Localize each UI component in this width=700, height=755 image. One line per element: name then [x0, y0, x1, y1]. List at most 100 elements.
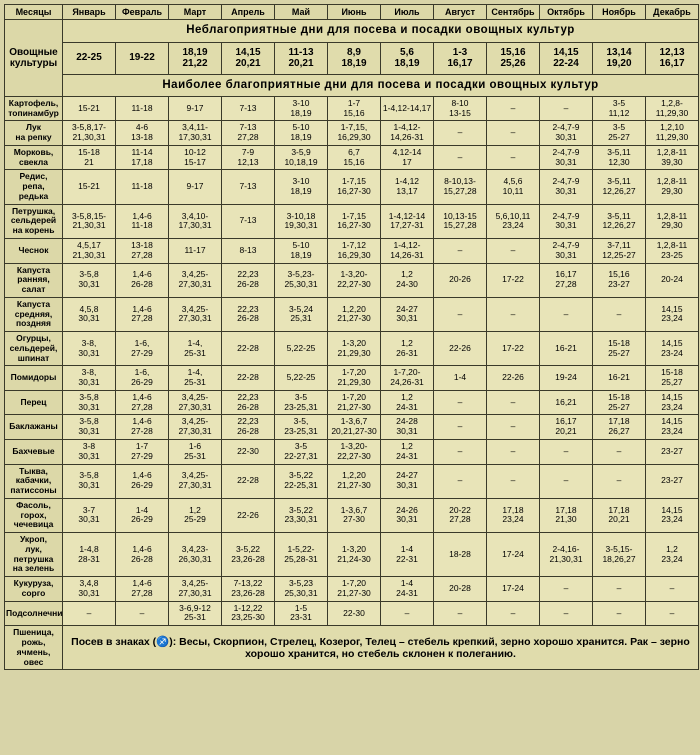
day-cell: 1-424-31 [381, 577, 434, 602]
day-cell: 17-22 [487, 263, 540, 297]
day-cell: 1,4-627,28 [116, 577, 169, 602]
day-cell: 2-4,7-930,31 [540, 238, 593, 263]
day-cell: – [487, 439, 540, 464]
month-header: Сентябрь [487, 5, 540, 20]
unfavorable-day-cell: 13,1419,20 [593, 42, 646, 74]
day-cell: 22-30 [222, 439, 275, 464]
day-cell: 3,4,25-27,30,31 [169, 415, 222, 440]
day-cell: 4,12-1417 [381, 145, 434, 170]
day-cell: 22-28 [222, 366, 275, 391]
unfavorable-day-cell: 12,1316,17 [646, 42, 699, 74]
day-cell: – [434, 390, 487, 415]
day-cell: 22-28 [222, 464, 275, 498]
day-cell: 1-7,1516,27-30 [328, 204, 381, 238]
day-cell: 17-24 [487, 577, 540, 602]
day-cell: 22,2326-28 [222, 415, 275, 440]
day-cell: 15-1825-27 [593, 332, 646, 366]
day-cell: 1-7,1516,27-30 [328, 170, 381, 204]
day-cell: 1,2,8-1123-25 [646, 238, 699, 263]
day-cell: 15-1825,27 [646, 366, 699, 391]
day-cell: 2-4,7-930,31 [540, 170, 593, 204]
day-cell: 3-5,830,31 [63, 263, 116, 297]
crop-name-cell: Кукуруза,сорго [5, 577, 63, 602]
day-cell: 16,1727,28 [540, 263, 593, 297]
day-cell: 23-27 [646, 464, 699, 498]
crop-name-cell: Перец [5, 390, 63, 415]
day-cell: – [434, 439, 487, 464]
month-header: Декабрь [646, 5, 699, 20]
month-header: Январь [63, 5, 116, 20]
day-cell: 3,4,830,31 [63, 577, 116, 602]
day-cell: 1-3,2021,24-30 [328, 533, 381, 577]
day-cell: 3-522-27,31 [275, 439, 328, 464]
day-cell: 1-4,25-31 [169, 366, 222, 391]
day-cell: – [116, 601, 169, 626]
unfavorable-day-cell: 8,918,19 [328, 42, 381, 74]
day-cell: 1-715,16 [328, 96, 381, 121]
day-cell: 17,1821,30 [540, 498, 593, 532]
day-cell: 22-30 [328, 601, 381, 626]
day-cell: 3-6,9-1225-31 [169, 601, 222, 626]
unfavorable-day-cell: 14,1522-24 [540, 42, 593, 74]
crop-name-cell: Баклажаны [5, 415, 63, 440]
crop-name-cell: Морковь,свекла [5, 145, 63, 170]
day-cell: 5-1018,19 [275, 121, 328, 146]
day-cell: 2-4,7-930,31 [540, 204, 593, 238]
day-cell: 9-17 [169, 170, 222, 204]
crop-name-cell: Помидоры [5, 366, 63, 391]
day-cell: 3-5,830,31 [63, 415, 116, 440]
day-cell: 1-727-29 [116, 439, 169, 464]
unfavorable-day-cell: 22-25 [63, 42, 116, 74]
crop-name-cell: Картофель,топинамбур [5, 96, 63, 121]
day-cell: 1,4-627,28 [116, 297, 169, 331]
day-cell: – [487, 415, 540, 440]
unfavorable-day-cell: 1-316,17 [434, 42, 487, 74]
day-cell: 3-5,23-25,31 [275, 415, 328, 440]
day-cell: 17,1826,27 [593, 415, 646, 440]
month-header: Апрель [222, 5, 275, 20]
day-cell: 10,13-1515,27,28 [434, 204, 487, 238]
day-cell: 3-5,2425,31 [275, 297, 328, 331]
day-cell: 3,4,11-17,30,31 [169, 121, 222, 146]
month-header: Февраль [116, 5, 169, 20]
day-cell: – [540, 601, 593, 626]
day-cell: – [540, 464, 593, 498]
day-cell: 14,1523-24 [646, 332, 699, 366]
footer-note: Посев в знаках (♐): Весы, Скорпион, Стре… [63, 626, 699, 670]
day-cell: 1,226-31 [381, 332, 434, 366]
day-cell: – [593, 464, 646, 498]
day-cell: 7-13 [222, 204, 275, 238]
day-cell: – [434, 145, 487, 170]
day-cell: 15-1825-27 [593, 390, 646, 415]
day-cell: 11-1417,18 [116, 145, 169, 170]
unfavorable-banner: Неблагоприятные дни для посева и посадки… [63, 20, 699, 42]
day-cell: 1-4,25-31 [169, 332, 222, 366]
day-cell: 2-4,7-930,31 [540, 145, 593, 170]
day-cell: 1-523-31 [275, 601, 328, 626]
month-header: Май [275, 5, 328, 20]
day-cell: 9-17 [169, 96, 222, 121]
day-cell: – [487, 145, 540, 170]
day-cell: 20-26 [434, 263, 487, 297]
day-cell: 3-5,2223,26-28 [222, 533, 275, 577]
day-cell: 4,5,830,31 [63, 297, 116, 331]
day-cell: 1-4,1213,17 [381, 170, 434, 204]
day-cell: 1-3,2021,29,30 [328, 332, 381, 366]
day-cell: 3,4,10-17,30,31 [169, 204, 222, 238]
day-cell: 3,4,25-27,30,31 [169, 297, 222, 331]
day-cell: 2-4,7-930,31 [540, 121, 593, 146]
day-cell: 1,225-29 [169, 498, 222, 532]
day-cell: 3-8,30,31 [63, 332, 116, 366]
month-header: Август [434, 5, 487, 20]
day-cell: 1-12,2223,25-30 [222, 601, 275, 626]
day-cell: 20-24 [646, 263, 699, 297]
crop-name-cell: Фасоль,горох,чечевица [5, 498, 63, 532]
day-cell: 1-7,2021,27-30 [328, 390, 381, 415]
day-cell: – [593, 601, 646, 626]
day-cell: 3,4,25-27,30,31 [169, 263, 222, 297]
crop-name-cell: Чеснок [5, 238, 63, 263]
day-cell: 7-13 [222, 96, 275, 121]
day-cell: 17,1823,24 [487, 498, 540, 532]
day-cell: 3-5,910,18,19 [275, 145, 328, 170]
unfavorable-day-cell: 18,1921,22 [169, 42, 222, 74]
